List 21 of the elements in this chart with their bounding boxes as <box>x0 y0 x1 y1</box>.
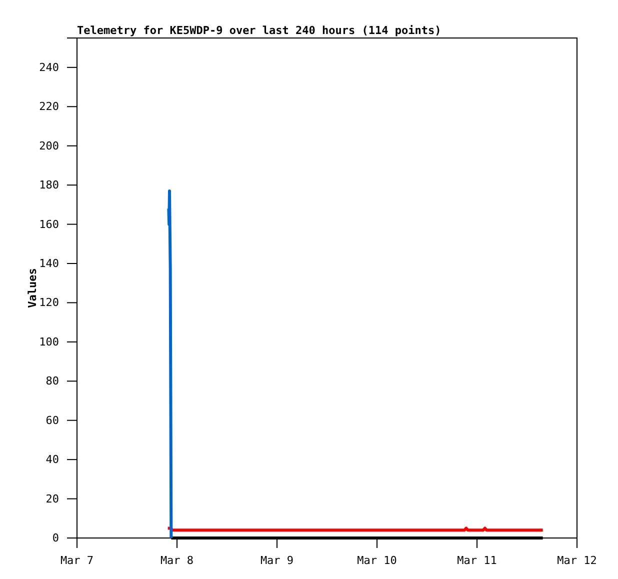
y-tick-label: 180 <box>39 178 59 192</box>
y-tick-label: 100 <box>39 335 59 348</box>
y-tick-label: 140 <box>39 257 59 270</box>
x-tick-label: Mar 9 <box>260 554 294 567</box>
y-tick-label: 240 <box>39 60 59 74</box>
y-tick-label: 60 <box>46 414 59 427</box>
y-tick-label: 160 <box>39 218 59 231</box>
y-tick-label: 220 <box>39 100 59 114</box>
x-tick-label: Mar 8 <box>160 554 194 567</box>
x-tick-label: Mar 10 <box>357 554 397 567</box>
y-tick-label: 120 <box>39 296 59 310</box>
y-tick-label: 20 <box>46 492 59 506</box>
x-tick-label: Mar 11 <box>457 554 497 567</box>
x-tick-label: Mar 12 <box>557 554 597 567</box>
y-tick-label: 80 <box>46 374 59 388</box>
x-tick-label: Mar 7 <box>60 554 94 567</box>
y-tick-label: 40 <box>46 453 59 466</box>
y-axis-title: Values <box>26 268 39 308</box>
chart-title: Telemetry for KE5WDP-9 over last 240 hours (114 points) <box>77 24 442 37</box>
y-tick-label: 0 <box>52 532 59 545</box>
y-tick-label: 200 <box>39 139 59 152</box>
